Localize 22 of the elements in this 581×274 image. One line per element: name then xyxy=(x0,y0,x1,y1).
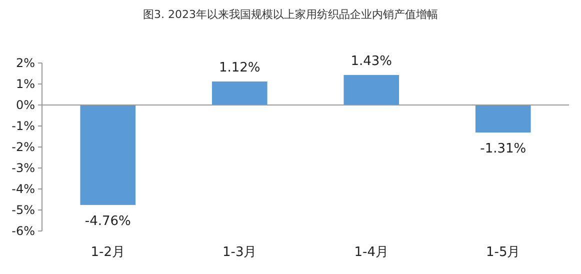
y-tick-label: -6% xyxy=(12,224,35,238)
chart-title: 图3. 2023年以来我国规模以上家用纺织品企业内销产值增幅 xyxy=(143,8,438,21)
data-label: 1.43% xyxy=(350,54,392,69)
data-label: 1.12% xyxy=(218,60,260,76)
bar xyxy=(475,105,531,133)
data-label: -1.31% xyxy=(480,142,526,157)
y-tick-label: 0% xyxy=(16,98,35,112)
y-tick-label: -5% xyxy=(12,203,35,218)
bar xyxy=(344,74,400,105)
y-tick-label: -3% xyxy=(12,161,35,176)
x-tick-label: 1-4月 xyxy=(354,245,388,260)
y-tick-label: 2% xyxy=(16,56,35,70)
y-tick-label: -2% xyxy=(12,140,35,154)
bar xyxy=(212,81,268,105)
x-tick-label: 1-3月 xyxy=(222,245,257,260)
x-tick-label: 1-2月 xyxy=(90,245,125,260)
y-tick-label: 1% xyxy=(16,77,35,92)
y-tick-label: -4% xyxy=(12,182,35,196)
data-label: -4.76% xyxy=(84,214,131,229)
bar xyxy=(80,105,136,205)
x-tick-label: 1-5月 xyxy=(486,245,520,260)
y-tick-label: -1% xyxy=(12,119,35,134)
